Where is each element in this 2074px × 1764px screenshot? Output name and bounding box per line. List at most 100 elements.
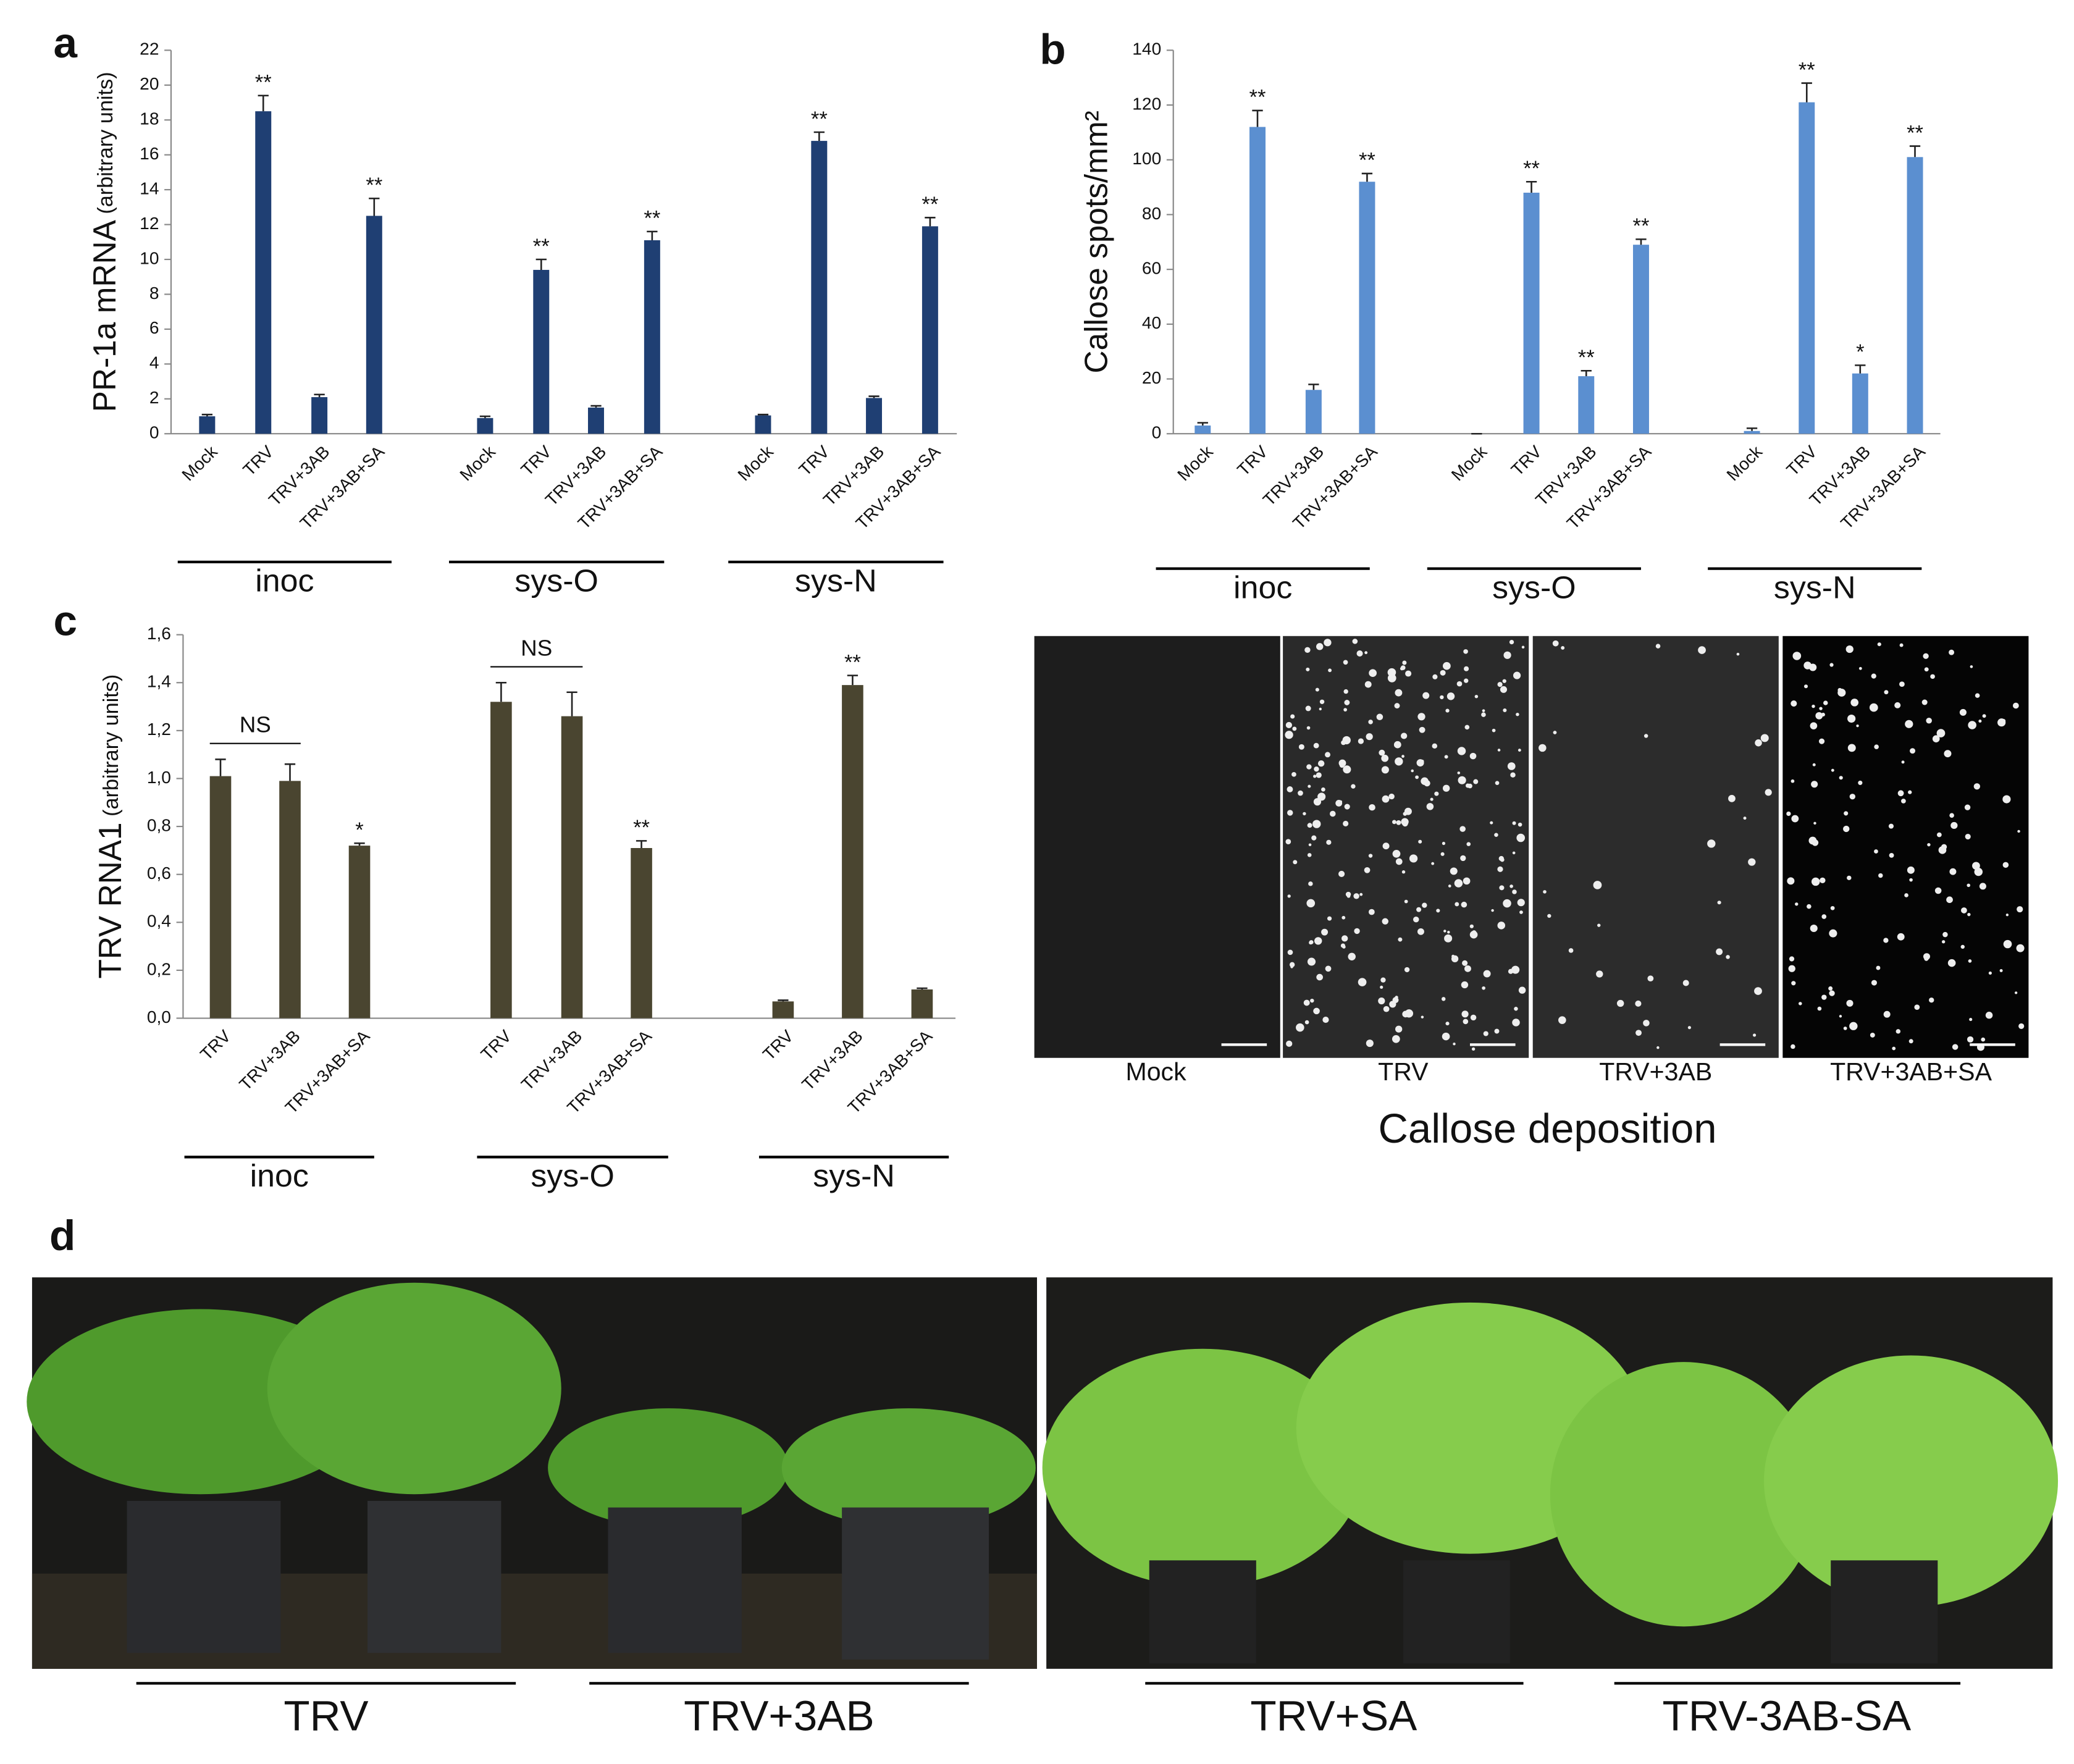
speck (1698, 646, 1706, 654)
speck (1979, 883, 1986, 890)
speck (1965, 833, 1971, 840)
y-axis-title: TRV RNA1 (91, 822, 127, 978)
image-label: TRV (1378, 1057, 1429, 1086)
y-tick-label: 1,6 (147, 624, 171, 643)
group-label: sys-O (531, 1157, 615, 1193)
speck (1341, 740, 1346, 746)
speck (1728, 795, 1736, 802)
speck (1593, 881, 1602, 889)
speck (1969, 1018, 1973, 1022)
speck (1344, 804, 1350, 810)
x-tick-label: TRV+3AB (798, 1027, 867, 1094)
speck (1803, 684, 1808, 689)
x-tick-label: Mock (734, 442, 777, 485)
speck (1810, 925, 1818, 932)
speck (1444, 755, 1448, 759)
speck (1908, 790, 1912, 794)
photo (1042, 1277, 2059, 1669)
y-axis-label: PR-1a mRNA (arbitrary units) (86, 72, 122, 412)
speck (1717, 901, 1721, 905)
speck (1647, 975, 1654, 982)
speck (2003, 939, 2012, 949)
speck (1494, 1028, 1500, 1034)
speck (1821, 914, 1827, 919)
speck (1682, 980, 1689, 986)
speck (1924, 956, 1929, 961)
speck (1340, 943, 1346, 948)
speck (1409, 854, 1418, 863)
speck (1287, 786, 1293, 792)
speck (1354, 928, 1360, 934)
y-tick-label: 2 (149, 388, 159, 407)
speck (1444, 934, 1453, 943)
bar (255, 111, 272, 434)
speck (1813, 821, 1816, 825)
speck (1810, 722, 1818, 729)
speck (1462, 960, 1468, 966)
bar (1359, 182, 1375, 434)
speck (1389, 1001, 1396, 1008)
y-tick-label: 0,0 (147, 1007, 171, 1027)
y-tick-label: 1,2 (147, 720, 171, 739)
speck (2017, 830, 2020, 833)
speck (1474, 694, 1479, 699)
speck (1932, 735, 1940, 742)
speck (1306, 764, 1312, 770)
speck (1419, 726, 1425, 733)
speck (2014, 991, 2018, 994)
y-tick-label: 0 (1152, 423, 1162, 442)
speck (1877, 642, 1881, 647)
speck (1942, 931, 1948, 938)
speck (1481, 712, 1486, 717)
photo (27, 1277, 1037, 1669)
error-bar (354, 842, 365, 846)
speck (1876, 965, 1881, 970)
speck (1929, 998, 1934, 1003)
speck (1417, 928, 1424, 935)
speck (1850, 699, 1859, 707)
speck (1553, 731, 1557, 734)
speck (1905, 720, 1913, 728)
speck (1752, 1033, 1757, 1037)
speck (1513, 671, 1521, 679)
speck (1432, 743, 1438, 749)
speck (1396, 820, 1401, 825)
speck (1786, 811, 1791, 817)
speck (1811, 877, 1820, 886)
speck (1313, 1007, 1320, 1015)
speck (1791, 981, 1796, 986)
speck (2018, 1023, 2025, 1029)
speck (1420, 759, 1424, 763)
speck (1568, 948, 1574, 953)
plant (548, 1408, 789, 1527)
x-tick-label: TRV+3AB (235, 1027, 304, 1094)
speck (1999, 969, 2003, 972)
speck (1307, 853, 1312, 857)
speck (1830, 905, 1835, 910)
speck (1847, 875, 1852, 880)
speck (1471, 1047, 1476, 1051)
speck (1497, 866, 1503, 872)
speck (1306, 667, 1310, 671)
speck (1982, 714, 1986, 718)
speck (1821, 712, 1825, 717)
speck (1883, 1010, 1891, 1018)
speck (1967, 883, 1971, 888)
speck (1561, 645, 1565, 650)
speck (1286, 1040, 1293, 1047)
speck (1464, 724, 1470, 730)
speck (1892, 1046, 1896, 1051)
speck (1306, 726, 1311, 730)
speck (1643, 1020, 1650, 1027)
callose-images (1034, 636, 2029, 1058)
significance: ** (811, 107, 828, 131)
significance: ** (633, 816, 650, 839)
speck (1914, 1004, 1920, 1010)
speck (1314, 937, 1322, 945)
speck (1791, 1044, 1795, 1049)
speck (1655, 644, 1661, 649)
bar (1907, 157, 1923, 434)
speck (1327, 916, 1332, 921)
speck (1988, 971, 1992, 975)
speck (1494, 833, 1498, 838)
